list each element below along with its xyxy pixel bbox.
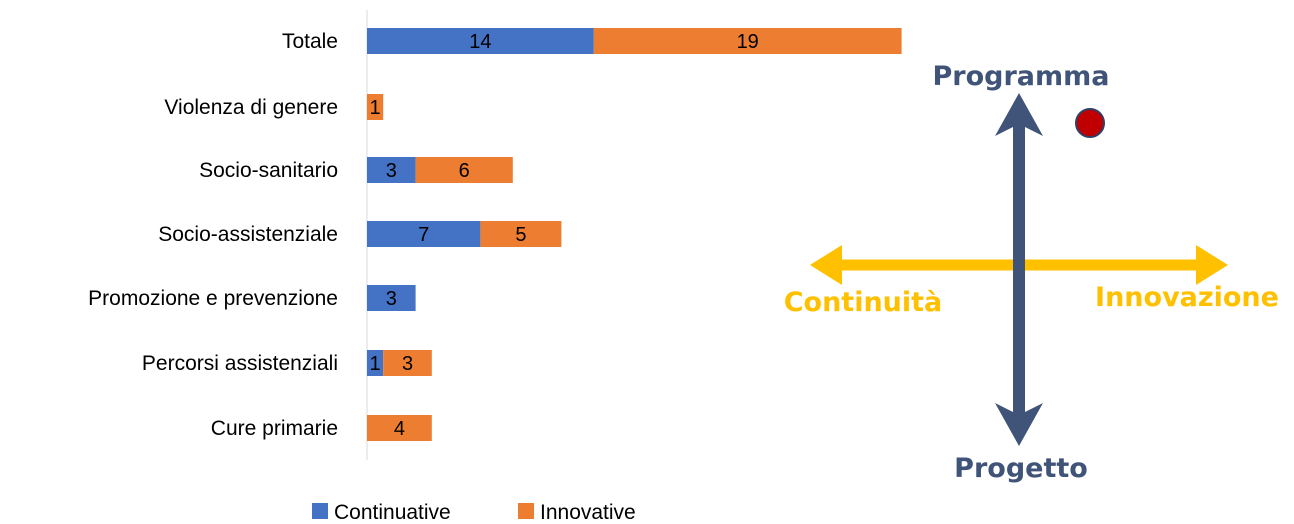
data-label: 5 [515, 224, 526, 246]
category-label: Promozione e prevenzione [88, 287, 338, 310]
data-label: 1 [370, 97, 381, 119]
top-arrowhead [995, 93, 1043, 136]
category-label: Percorsi assistenziali [142, 352, 338, 375]
bar-continuative [367, 221, 481, 247]
legend-label-continuative: Continuative [334, 501, 451, 524]
quadrant-diagram: Programma Progetto Continuità Innovazion… [784, 61, 1279, 484]
legend: Continuative Innovative [312, 501, 636, 524]
legend-swatch-continuative [312, 503, 328, 519]
data-label: 19 [737, 31, 759, 53]
bar-innovative [480, 221, 562, 247]
data-label: 4 [394, 418, 405, 440]
bar-continuative [367, 28, 594, 54]
data-label: 1 [370, 353, 381, 375]
bar-innovative [367, 415, 432, 441]
programma-label: Programma [932, 61, 1109, 92]
data-label: 3 [386, 288, 397, 310]
data-label: 3 [386, 160, 397, 182]
category-label: Violenza di genere [164, 96, 338, 119]
legend-label-innovative: Innovative [540, 501, 636, 524]
data-label: 14 [469, 31, 491, 53]
position-marker [1075, 108, 1105, 138]
data-label: 7 [418, 224, 429, 246]
data-label: 3 [402, 353, 413, 375]
legend-swatch-innovative [518, 503, 534, 519]
bar-innovative [383, 350, 432, 376]
left-arrowhead [810, 245, 842, 285]
vertical-double-arrow [995, 93, 1043, 446]
bar-innovative [593, 28, 902, 54]
bar-continuative [367, 285, 416, 311]
category-label: Totale [282, 30, 338, 53]
category-label: Socio-assistenziale [158, 223, 338, 246]
bar-continuative [367, 157, 416, 183]
data-label: 6 [459, 160, 470, 182]
category-labels: Totale Violenza di genere Socio-sanitario S… [88, 30, 338, 440]
innovazione-label: Innovazione [1095, 282, 1279, 313]
bar-continuative [367, 350, 384, 376]
progetto-label: Progetto [954, 453, 1088, 484]
stacked-bar-chart: Totale Violenza di genere Socio-sanitario S… [88, 10, 902, 524]
right-arrowhead [1196, 245, 1228, 285]
bar-innovative [367, 94, 384, 120]
category-label: Cure primarie [211, 417, 338, 440]
category-label: Socio-sanitario [199, 159, 338, 182]
continuita-label: Continuità [784, 287, 943, 318]
bottom-arrowhead [995, 403, 1043, 446]
bar-innovative [415, 157, 513, 183]
